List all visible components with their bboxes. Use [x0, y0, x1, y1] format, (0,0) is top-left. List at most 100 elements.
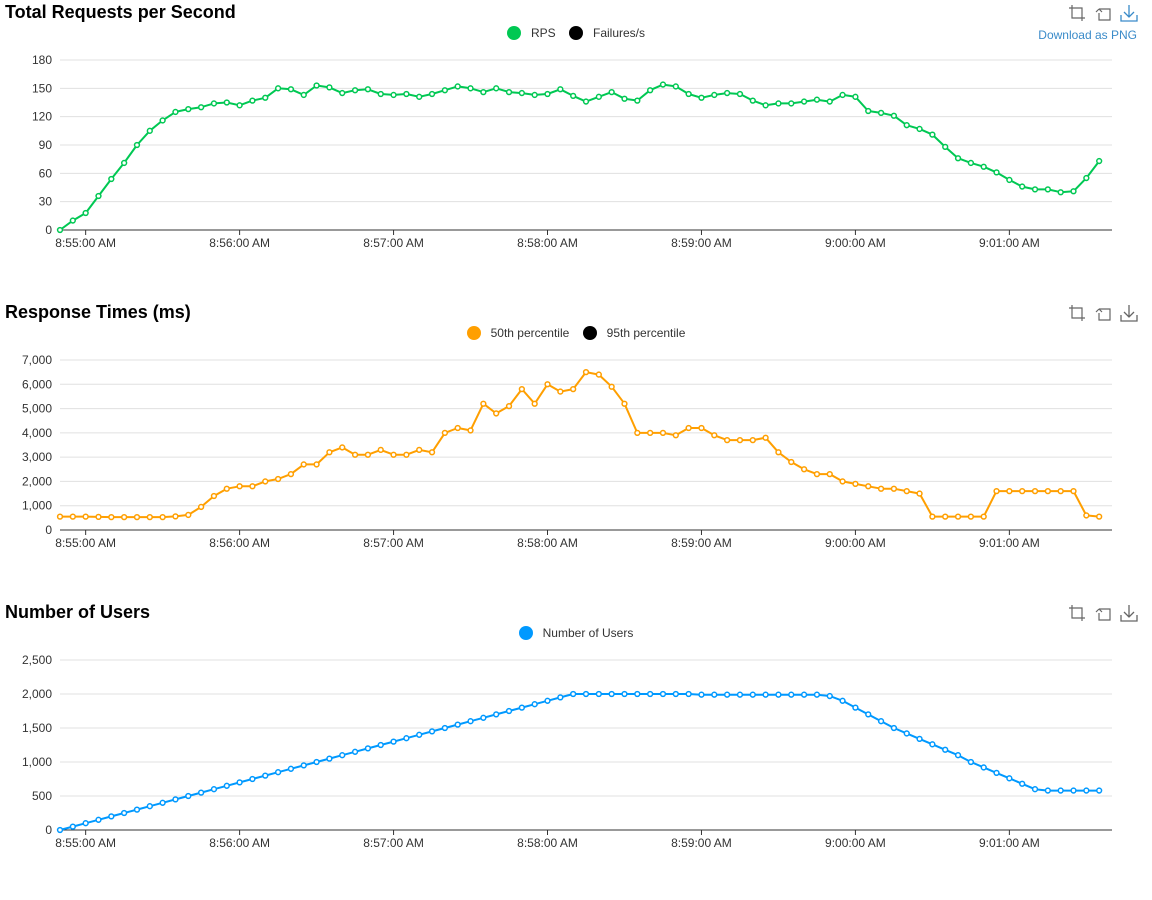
data-point[interactable] — [467, 85, 474, 92]
data-point[interactable] — [1083, 787, 1090, 794]
data-point[interactable] — [980, 513, 987, 520]
data-point[interactable] — [274, 475, 282, 483]
data-point[interactable] — [1019, 487, 1026, 495]
data-point[interactable] — [339, 752, 346, 759]
data-point[interactable] — [826, 470, 833, 478]
data-point[interactable] — [1019, 183, 1026, 190]
legend-item-p95[interactable]: 95th percentile — [582, 326, 685, 340]
data-point[interactable] — [1083, 174, 1090, 182]
data-point[interactable] — [1070, 188, 1077, 195]
data-point[interactable] — [595, 371, 602, 378]
data-point[interactable] — [942, 513, 949, 520]
data-point[interactable] — [364, 86, 372, 93]
data-point[interactable] — [698, 691, 705, 698]
data-point[interactable] — [762, 691, 769, 698]
data-point[interactable] — [1044, 787, 1052, 794]
data-point[interactable] — [249, 775, 256, 783]
data-point[interactable] — [364, 451, 372, 458]
data-point[interactable] — [223, 485, 230, 492]
data-point[interactable] — [518, 704, 526, 711]
data-point[interactable] — [56, 513, 64, 520]
data-point[interactable] — [839, 697, 846, 704]
data-point[interactable] — [493, 410, 500, 417]
data-point[interactable] — [313, 82, 320, 89]
zoom-reset-icon[interactable] — [1094, 4, 1112, 22]
data-point[interactable] — [929, 741, 936, 748]
data-point[interactable] — [505, 402, 513, 410]
data-point[interactable] — [672, 83, 679, 90]
data-point[interactable] — [634, 690, 641, 698]
data-point[interactable] — [544, 381, 551, 388]
data-point[interactable] — [236, 779, 243, 786]
data-point[interactable] — [954, 752, 962, 759]
data-point[interactable] — [852, 480, 859, 488]
data-point[interactable] — [877, 485, 885, 492]
data-point[interactable] — [1096, 513, 1103, 520]
data-point[interactable] — [480, 88, 487, 96]
data-point[interactable] — [621, 690, 628, 698]
data-point[interactable] — [56, 226, 64, 234]
data-point[interactable] — [69, 513, 76, 520]
data-point[interactable] — [108, 175, 115, 183]
data-point[interactable] — [249, 483, 256, 490]
data-point[interactable] — [839, 478, 846, 485]
data-point[interactable] — [852, 704, 859, 711]
data-point[interactable] — [993, 169, 1000, 176]
data-point[interactable] — [890, 112, 898, 119]
download-png-link[interactable]: Download as PNG — [1038, 28, 1137, 42]
data-point[interactable] — [441, 87, 449, 94]
data-point[interactable] — [441, 724, 449, 732]
data-point[interactable] — [685, 424, 692, 432]
data-point[interactable] — [505, 707, 513, 715]
data-point[interactable] — [877, 718, 885, 725]
data-point[interactable] — [1070, 487, 1077, 495]
data-point[interactable] — [646, 690, 654, 698]
data-point[interactable] — [531, 400, 538, 407]
data-point[interactable] — [711, 91, 718, 99]
data-point[interactable] — [980, 764, 987, 771]
data-point[interactable] — [698, 424, 705, 432]
data-point[interactable] — [1006, 775, 1013, 782]
data-point[interactable] — [95, 192, 102, 200]
data-point[interactable] — [377, 446, 384, 454]
data-point[interactable] — [736, 436, 744, 444]
data-point[interactable] — [287, 765, 295, 772]
data-point[interactable] — [95, 513, 102, 521]
data-point[interactable] — [441, 429, 449, 437]
data-point[interactable] — [1057, 787, 1064, 794]
data-point[interactable] — [916, 125, 923, 133]
save-image-icon[interactable] — [1120, 304, 1138, 322]
data-point[interactable] — [634, 97, 641, 104]
data-point[interactable] — [120, 513, 128, 521]
data-point[interactable] — [736, 90, 744, 98]
data-point[interactable] — [339, 444, 346, 451]
data-point[interactable] — [95, 816, 102, 823]
data-point[interactable] — [159, 117, 166, 124]
data-point[interactable] — [454, 424, 461, 432]
data-zoom-icon[interactable] — [1068, 4, 1086, 22]
data-point[interactable] — [480, 714, 487, 721]
data-point[interactable] — [929, 131, 936, 138]
data-point[interactable] — [120, 809, 128, 817]
data-point[interactable] — [454, 721, 461, 728]
data-point[interactable] — [608, 383, 615, 390]
data-point[interactable] — [723, 436, 731, 444]
data-point[interactable] — [185, 792, 192, 800]
data-point[interactable] — [82, 513, 89, 520]
data-point[interactable] — [1044, 186, 1052, 193]
data-point[interactable] — [608, 88, 615, 96]
data-point[interactable] — [865, 107, 872, 115]
data-point[interactable] — [967, 758, 975, 766]
data-point[interactable] — [711, 691, 718, 698]
data-point[interactable] — [865, 711, 872, 718]
data-point[interactable] — [788, 691, 795, 698]
data-point[interactable] — [172, 108, 179, 116]
data-point[interactable] — [287, 86, 295, 93]
data-point[interactable] — [1057, 189, 1064, 196]
data-point[interactable] — [146, 127, 153, 134]
data-zoom-icon[interactable] — [1068, 604, 1086, 622]
legend-item-p50[interactable]: 50th percentile — [466, 326, 569, 340]
data-point[interactable] — [108, 813, 115, 820]
data-point[interactable] — [659, 429, 667, 437]
data-point[interactable] — [775, 100, 782, 107]
